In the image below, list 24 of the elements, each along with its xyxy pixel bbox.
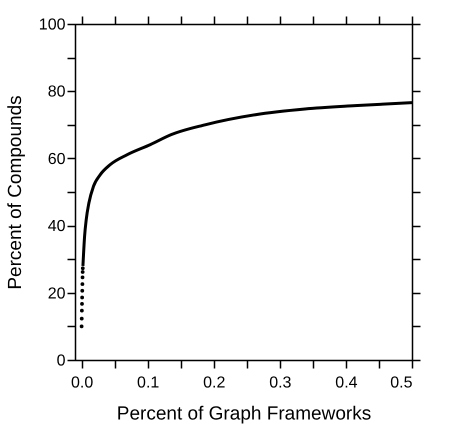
y-tick-label: 0: [56, 352, 66, 370]
point: [80, 316, 84, 321]
y-tick-label: 40: [48, 218, 66, 236]
x-tick-label: 0.0: [70, 374, 94, 392]
point: [80, 302, 84, 306]
x-axis-title: Percent of Graph Frameworks: [116, 404, 372, 424]
point: [80, 266, 85, 270]
point: [80, 296, 84, 300]
point: [80, 270, 85, 274]
x-tick-label: 0.2: [203, 374, 226, 392]
point: [80, 288, 84, 293]
y-tick-label: 80: [48, 84, 66, 101]
y-tick-label: 100: [38, 16, 66, 34]
point: [80, 324, 84, 328]
y-axis-title: Percent of Compounds: [4, 95, 26, 290]
x-tick-label: 0.4: [335, 374, 358, 392]
x-tick-label: 0.5: [390, 374, 413, 392]
x-tick-label: 0.1: [137, 374, 160, 392]
point: [80, 275, 84, 280]
point: [80, 282, 84, 286]
x-tick-label: 0.3: [269, 374, 292, 392]
y-tick-label: 20: [48, 285, 66, 302]
point: [80, 308, 84, 312]
y-tick-label: 60: [48, 150, 66, 168]
